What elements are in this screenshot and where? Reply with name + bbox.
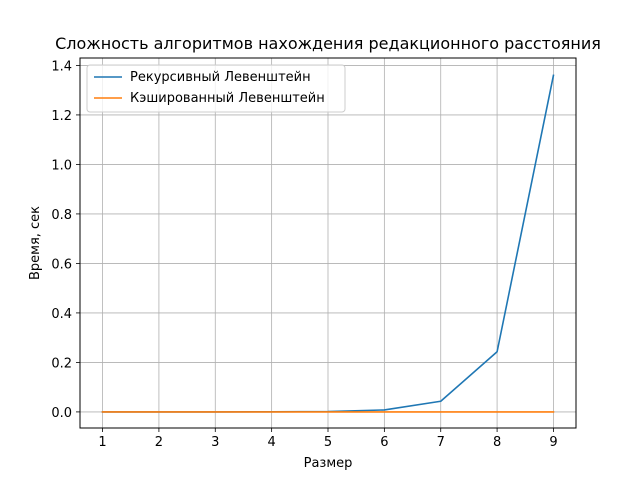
y-tick-label: 0.2 (51, 356, 72, 371)
x-tick-label: 8 (493, 435, 501, 450)
x-tick-label: 4 (267, 435, 275, 450)
y-tick-label: 1.4 (51, 59, 72, 74)
legend-label-recursive: Рекурсивный Левенштейн (130, 70, 311, 85)
y-axis-label: Время, сек (28, 206, 43, 280)
x-tick-label: 7 (437, 435, 445, 450)
x-tick-label: 6 (380, 435, 388, 450)
chart-title: Сложность алгоритмов нахождения редакцио… (55, 34, 601, 53)
y-tick-label: 0.0 (51, 406, 72, 421)
x-tick-label: 2 (155, 435, 163, 450)
y-tick-label: 1.2 (51, 109, 72, 124)
x-tick-label: 3 (211, 435, 219, 450)
x-tick-label: 1 (98, 435, 106, 450)
y-tick-label: 0.4 (51, 307, 72, 322)
ticks: 1 2 3 4 5 6 7 8 9 0.0 0.2 0.4 0.6 0.8 1.0 1.2 1.4 (51, 59, 557, 450)
x-axis-label: Размер (304, 456, 353, 471)
legend-box (86, 64, 346, 113)
grid (80, 58, 576, 428)
y-tick-label: 0.8 (51, 208, 72, 223)
legend-label-cached: Кэшированный Левенштейн (130, 91, 325, 106)
series-layer (101, 74, 555, 413)
x-tick-label: 5 (324, 435, 332, 450)
legend: Рекурсивный Левенштейн Кэшированный Леве… (86, 64, 346, 113)
y-tick-label: 0.6 (51, 257, 72, 272)
y-tick-label: 1.0 (51, 158, 72, 173)
x-tick-label: 9 (549, 435, 557, 450)
